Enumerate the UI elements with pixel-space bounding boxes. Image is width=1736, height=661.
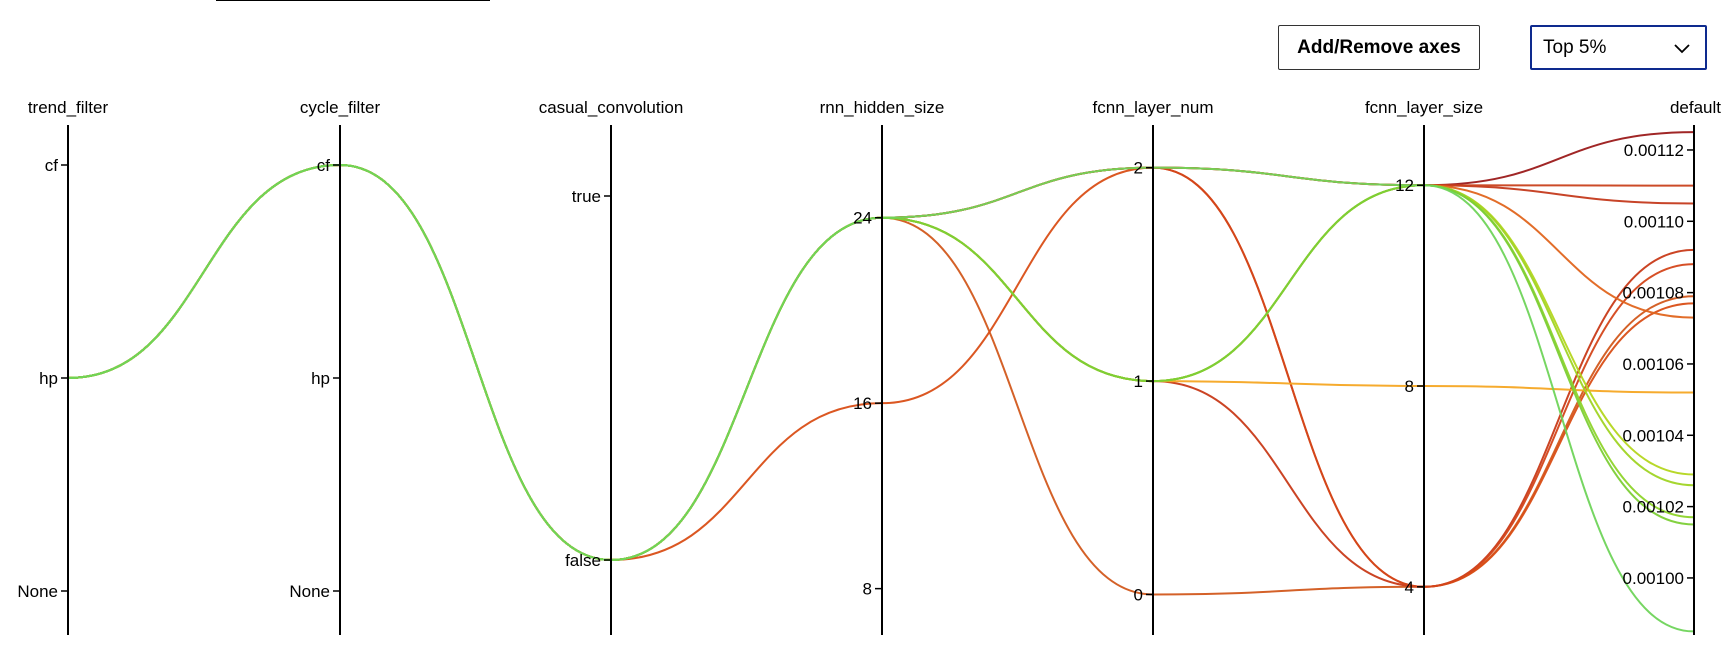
top-divider	[216, 0, 490, 1]
tick-label: false	[565, 551, 601, 570]
top-percent-dropdown[interactable]: Top 5%	[1530, 25, 1707, 70]
axis-title[interactable]: cycle_filter	[300, 98, 381, 117]
add-remove-axes-label: Add/Remove axes	[1297, 36, 1461, 58]
tick-label: true	[572, 187, 601, 206]
tick-label: 0.00110	[1624, 212, 1684, 231]
tick-label: 0.00108	[1623, 284, 1684, 303]
axis-title[interactable]: trend_filter	[28, 98, 109, 117]
tick-label: hp	[39, 369, 58, 388]
tick-label: 4	[1405, 578, 1414, 597]
top-percent-selected: Top 5%	[1543, 36, 1607, 58]
tick-label: 8	[1405, 377, 1414, 396]
axis-rnn_hidden_size[interactable]: rnn_hidden_size 24 16 8	[820, 98, 945, 635]
tick-label: 12	[1395, 176, 1414, 195]
tick-label: 0.00106	[1623, 355, 1684, 374]
axis-title[interactable]: fcnn_layer_num	[1093, 98, 1214, 117]
tick-label: 0	[1134, 585, 1143, 604]
chevron-down-icon	[1674, 44, 1690, 54]
axis-default[interactable]: default 0.00112 0.00110 0.00108 0.00106 0.001…	[1623, 98, 1722, 635]
tick-label: 16	[853, 394, 872, 413]
axis-fcnn_layer_size[interactable]: fcnn_layer_size 12 8 4	[1365, 98, 1483, 635]
axis-fcnn_layer_num[interactable]: fcnn_layer_num 2 1 0	[1093, 98, 1214, 635]
tick-label: None	[289, 582, 330, 601]
tick-label: 0.00100	[1623, 569, 1684, 588]
tick-label: 0.00102	[1623, 498, 1684, 517]
axis-title[interactable]: casual_convolution	[539, 98, 684, 117]
tick-label: 2	[1134, 159, 1143, 178]
axis-title[interactable]: rnn_hidden_size	[820, 98, 945, 117]
tick-label: 24	[853, 209, 872, 228]
tick-label: cf	[317, 156, 331, 175]
axis-title[interactable]: default	[1670, 98, 1721, 117]
axis-title[interactable]: fcnn_layer_size	[1365, 98, 1483, 117]
tick-label: None	[17, 582, 58, 601]
tick-label: hp	[311, 369, 330, 388]
tick-label: 0.00104	[1623, 426, 1684, 445]
tick-label: 1	[1134, 372, 1143, 391]
tick-label: cf	[45, 156, 59, 175]
tick-label: 0.00112	[1624, 141, 1684, 160]
add-remove-axes-button[interactable]: Add/Remove axes	[1278, 25, 1480, 70]
tick-label: 8	[863, 580, 872, 599]
